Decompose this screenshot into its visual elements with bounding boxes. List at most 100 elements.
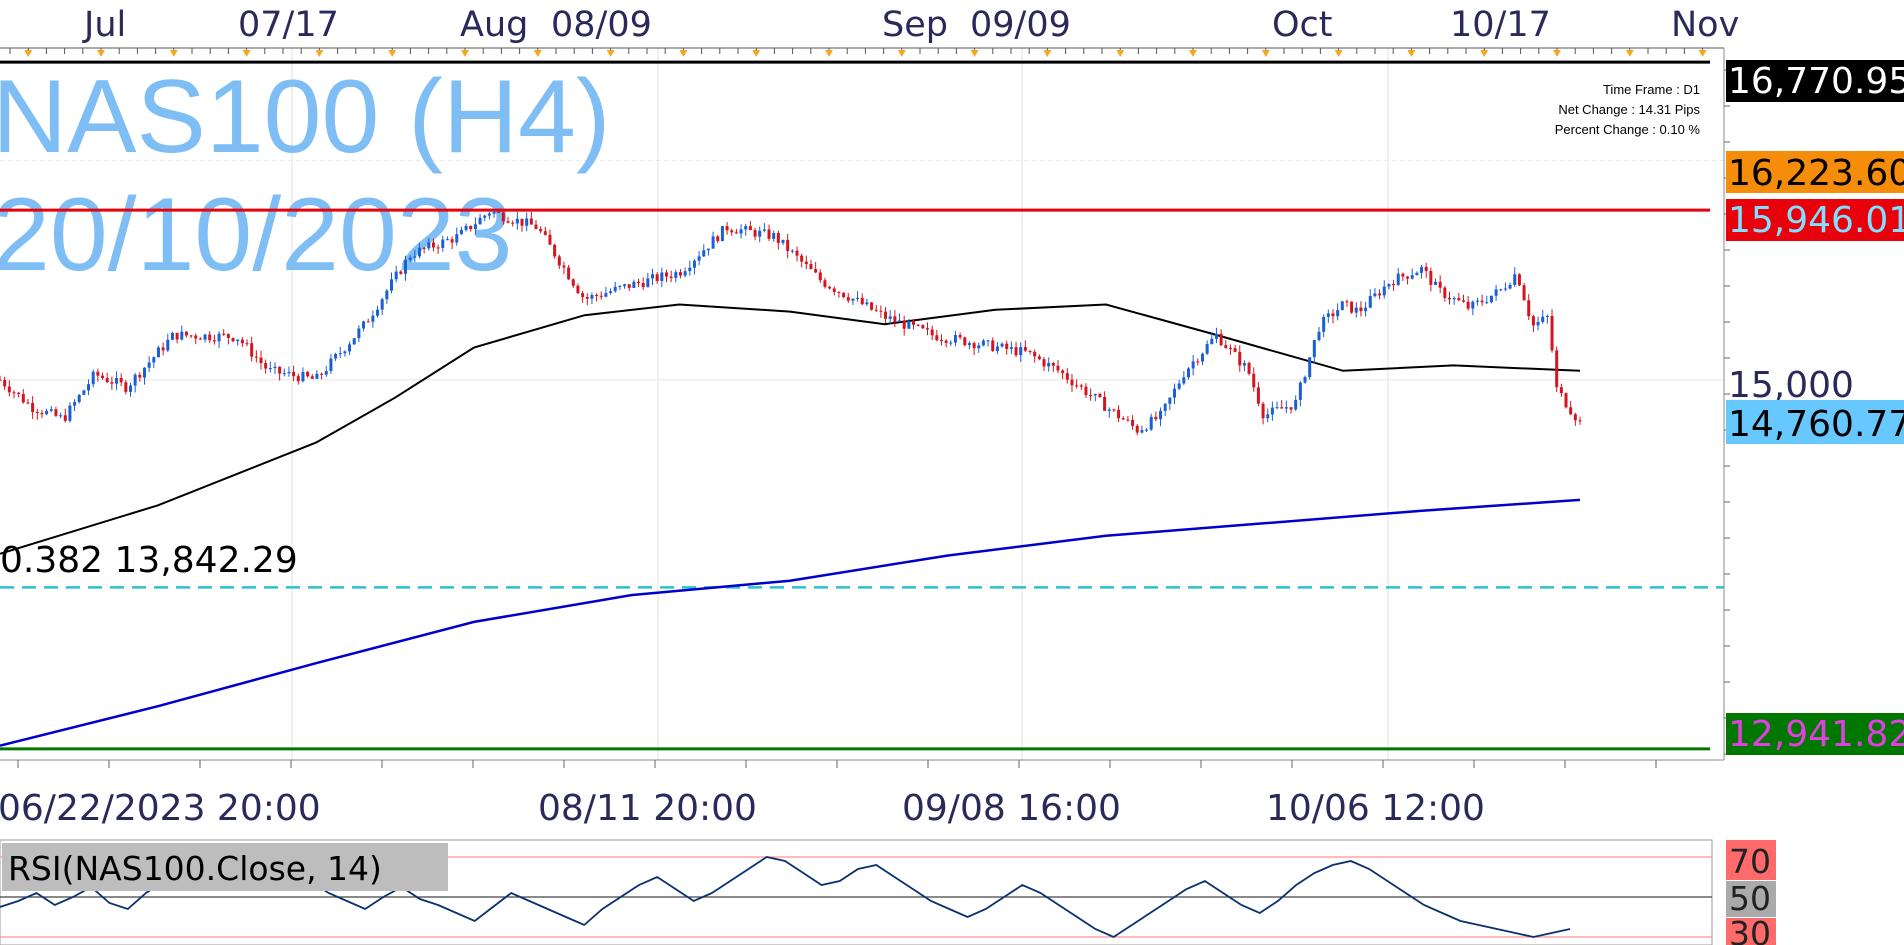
candle-body — [581, 293, 585, 297]
candle-body — [1401, 273, 1405, 277]
candle-body — [245, 343, 249, 345]
top-event-marker — [533, 50, 542, 57]
candle-body — [1396, 273, 1400, 286]
candle-body — [376, 309, 380, 316]
candle-body — [1173, 388, 1177, 398]
top-event-marker — [1116, 50, 1125, 57]
candle-body — [115, 377, 119, 384]
candle-body — [1168, 397, 1172, 404]
candle-body — [1359, 307, 1363, 312]
candle-body — [1261, 403, 1265, 419]
candle-body — [1503, 288, 1507, 290]
candle-body — [632, 281, 636, 288]
candle-body — [828, 286, 832, 289]
candle-body — [124, 382, 128, 392]
top-event-marker — [752, 50, 761, 57]
candle-body — [1508, 284, 1512, 289]
candle-body — [1005, 343, 1009, 349]
candle-body — [59, 415, 63, 417]
candle-body — [212, 340, 216, 342]
candle-body — [753, 230, 757, 237]
candle-body — [1247, 363, 1251, 374]
candle-body — [1392, 284, 1396, 286]
candle-body — [161, 347, 165, 351]
candle-body — [748, 226, 752, 231]
candle-body — [236, 339, 240, 342]
candle-body — [1410, 275, 1414, 279]
candle-body — [1093, 393, 1097, 396]
candle-body — [781, 239, 785, 243]
price-box-15946 — [1726, 199, 1904, 241]
price-text-12941: 12,941.82 — [1728, 714, 1904, 755]
candle-body — [1545, 315, 1549, 317]
top-axis-labels: Jul 07/17 Aug 08/09 Sep 09/09 Oct 10/17 … — [82, 5, 1739, 45]
candle-body — [1145, 429, 1149, 431]
info-box: Time Frame : D1 Net Change : 14.31 Pips … — [1555, 82, 1701, 137]
candle-body — [469, 225, 473, 230]
candle-body — [1196, 361, 1200, 363]
candle-body — [907, 320, 911, 329]
candle-body — [511, 222, 515, 224]
candle-body — [1345, 301, 1349, 303]
candle-body — [734, 232, 738, 234]
candle-body — [641, 283, 645, 287]
top-event-marker — [169, 50, 178, 57]
candle-body — [655, 274, 659, 281]
candle-body — [198, 338, 202, 340]
candle-body — [478, 217, 482, 225]
candle-body — [77, 394, 81, 403]
candle-body — [1550, 315, 1554, 351]
candle-body — [240, 339, 244, 344]
top-event-marker — [1480, 50, 1489, 57]
candle-body — [1047, 362, 1051, 367]
candle-body — [1214, 333, 1218, 339]
candle-body — [1191, 361, 1195, 369]
candle-body — [977, 345, 981, 349]
candle-body — [492, 211, 496, 214]
candle-body — [1461, 300, 1465, 302]
candle-body — [189, 335, 193, 337]
candle-body — [254, 356, 258, 358]
candle-body — [562, 265, 566, 268]
candle-body — [1522, 285, 1526, 301]
candle-body — [664, 272, 668, 277]
candle-body — [1061, 370, 1065, 374]
candle-body — [725, 226, 729, 231]
candle-body — [1200, 353, 1204, 362]
top-event-marker — [242, 50, 251, 57]
candle-body — [1555, 350, 1559, 388]
candle-body — [790, 250, 794, 252]
top-event-marker — [315, 50, 324, 57]
candle-body — [459, 229, 463, 235]
long-moving-average — [0, 498, 1581, 747]
top-label-aug: Aug — [460, 5, 528, 45]
candle-body — [287, 371, 291, 374]
candle-body — [720, 226, 724, 242]
top-event-marker — [1261, 50, 1270, 57]
candle-body — [1070, 379, 1074, 386]
candle-body — [1378, 293, 1382, 296]
candle-body — [194, 335, 198, 339]
rsi-30-box — [1726, 918, 1776, 945]
candle-body — [320, 373, 324, 375]
candle-body — [422, 247, 426, 249]
candle-body — [800, 255, 804, 262]
candle-body — [1489, 295, 1493, 303]
candle-body — [534, 224, 538, 229]
top-event-marker — [1043, 50, 1052, 57]
candle-body — [226, 334, 230, 339]
candle-body — [292, 371, 296, 377]
candle-body — [483, 215, 487, 218]
candle-body — [1131, 419, 1135, 426]
candle-body — [1424, 266, 1428, 271]
candle-body — [930, 329, 934, 336]
candle-body — [1107, 409, 1111, 411]
candle-body — [49, 409, 53, 411]
candle-body — [515, 218, 519, 224]
rsi-70-label: 70 — [1729, 842, 1771, 881]
candle-body — [856, 297, 860, 299]
top-event-marker — [606, 50, 615, 57]
candle-body — [1368, 296, 1372, 308]
candle-body — [324, 371, 328, 375]
candle-body — [678, 272, 682, 276]
